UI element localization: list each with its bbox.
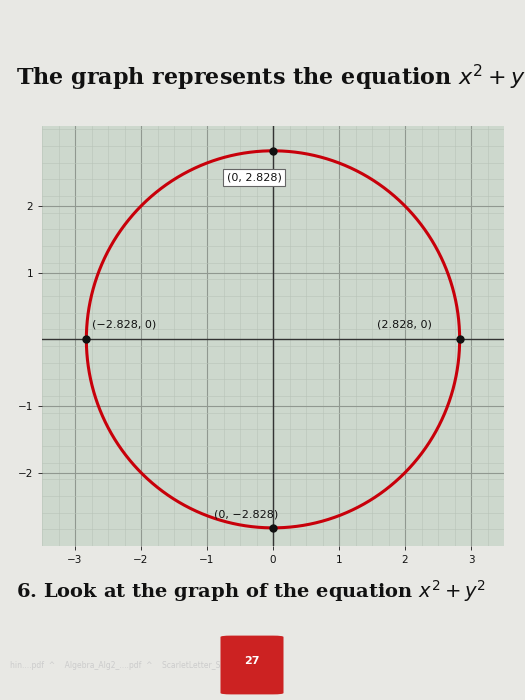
Text: (0, −2.828): (0, −2.828)	[214, 510, 278, 520]
Text: (−2.828, 0): (−2.828, 0)	[92, 319, 156, 329]
Text: The graph represents the equation $x^2 + y^2$: The graph represents the equation $x^2 +…	[16, 63, 525, 93]
FancyBboxPatch shape	[220, 636, 284, 694]
Text: hin....pdf  ^    Algebra_Alg2_....pdf  ^    ScarletLetter_S: hin....pdf ^ Algebra_Alg2_....pdf ^ Scar…	[10, 661, 221, 669]
Text: (0, 2.828): (0, 2.828)	[227, 173, 282, 183]
Text: 27: 27	[244, 657, 260, 666]
Text: 6. Look at the graph of the equation $x^2 + y^2$: 6. Look at the graph of the equation $x^…	[16, 578, 486, 605]
Text: (2.828, 0): (2.828, 0)	[377, 319, 432, 329]
